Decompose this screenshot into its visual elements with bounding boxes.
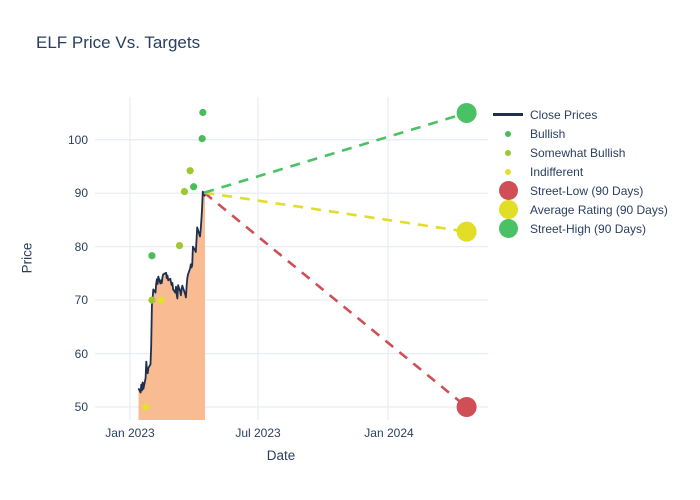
legend: Close Prices Bullish Somewhat Bullish In… xyxy=(492,105,668,238)
legend-item-label: Close Prices xyxy=(530,107,598,122)
dot-swatch-icon xyxy=(492,200,524,219)
legend-item-label: Bullish xyxy=(530,126,566,141)
dot-swatch-icon xyxy=(492,168,524,175)
y-tick-label: 100 xyxy=(67,133,88,147)
rating-point-bullish[interactable] xyxy=(148,252,156,260)
rating-point-somewhat-bullish[interactable] xyxy=(186,167,194,175)
chart-title: ELF Price Vs. Targets xyxy=(36,33,201,52)
legend-item-somewhat-bullish[interactable]: Somewhat Bullish xyxy=(492,143,668,162)
legend-item-street-high[interactable]: Street-High (90 Days) xyxy=(492,219,668,238)
target-line-average-rating-90-days xyxy=(204,191,467,233)
rating-point-bullish[interactable] xyxy=(190,183,198,191)
target-line-street-high-90-days xyxy=(203,111,467,194)
legend-item-indifferent[interactable]: Indifferent xyxy=(492,162,668,181)
target-marker-average-rating-90-days[interactable] xyxy=(456,221,477,242)
x-tick-label: Jan 2024 xyxy=(364,426,414,440)
y-tick-label: 90 xyxy=(74,186,88,200)
close-price-line[interactable] xyxy=(137,190,206,394)
rating-point-somewhat-bullish[interactable] xyxy=(180,187,189,196)
target-marker-street-high-90-days[interactable] xyxy=(456,102,477,123)
target-line-street-low-90-days xyxy=(203,191,468,409)
target-marker-street-low-90-days[interactable] xyxy=(456,397,477,417)
legend-item-average-rating[interactable]: Average Rating (90 Days) xyxy=(492,200,668,219)
x-tick-label: Jul 2023 xyxy=(235,426,281,440)
y-tick-label: 70 xyxy=(74,293,88,307)
rating-point-somewhat-bullish[interactable] xyxy=(148,296,156,304)
legend-item-bullish[interactable]: Bullish xyxy=(492,124,668,143)
legend-item-street-low[interactable]: Street-Low (90 Days) xyxy=(492,181,668,200)
dot-swatch-icon xyxy=(492,219,524,238)
legend-item-label: Street-Low (90 Days) xyxy=(530,183,644,198)
dot-swatch-icon xyxy=(492,149,524,156)
y-tick-label: 80 xyxy=(74,240,88,254)
rating-point-bullish[interactable] xyxy=(199,108,207,117)
legend-item-label: Average Rating (90 Days) xyxy=(530,202,668,217)
y-tick-label: 60 xyxy=(74,347,88,361)
x-tick-label: Jan 2023 xyxy=(105,426,155,440)
dot-swatch-icon xyxy=(492,130,524,137)
rating-point-indifferent[interactable] xyxy=(157,296,165,304)
y-axis-title: Price xyxy=(19,242,35,274)
x-axis-title: Date xyxy=(266,448,296,463)
y-tick-label: 50 xyxy=(74,400,88,414)
legend-item-label: Indifferent xyxy=(530,164,584,179)
rating-point-bullish[interactable] xyxy=(198,135,206,143)
legend-item-label: Somewhat Bullish xyxy=(530,145,626,160)
legend-item-label: Street-High (90 Days) xyxy=(530,221,647,236)
line-swatch-icon xyxy=(492,113,524,116)
rating-point-somewhat-bullish[interactable] xyxy=(175,241,184,250)
dot-swatch-icon xyxy=(492,181,524,200)
legend-item-close-prices[interactable]: Close Prices xyxy=(492,105,668,124)
rating-point-indifferent[interactable] xyxy=(141,403,150,411)
close-price-area xyxy=(138,191,205,420)
